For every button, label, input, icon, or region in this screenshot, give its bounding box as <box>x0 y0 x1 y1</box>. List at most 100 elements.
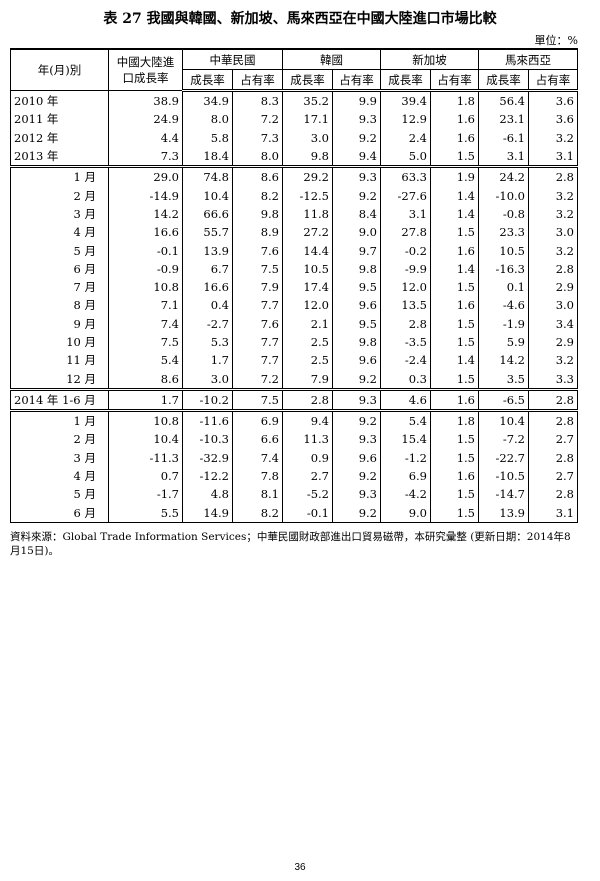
cell: 3.2 <box>528 186 578 205</box>
cell: 1.6 <box>430 241 479 260</box>
cell: 5.4 <box>380 409 431 431</box>
cell: 23.3 <box>478 223 529 242</box>
cell: -1.9 <box>478 314 529 333</box>
group-header: 馬來西亞 <box>478 48 578 70</box>
cell: 12.0 <box>380 277 431 297</box>
cell: 3.1 <box>528 146 578 167</box>
sub-header: 占有率 <box>430 69 479 92</box>
table-row: 4 月 0.7 -12.2 7.8 2.7 9.2 6.9 1.6 -10.5 2.7 <box>10 466 578 486</box>
cell: 1.6 <box>430 387 479 411</box>
row-label: 6 月 <box>10 259 109 278</box>
cell: -9.9 <box>380 259 431 278</box>
cell: 7.7 <box>232 332 283 352</box>
cell: 18.4 <box>182 146 233 167</box>
cell: 66.6 <box>182 204 233 224</box>
cell: 38.9 <box>108 90 183 111</box>
cell: 8.1 <box>232 485 283 504</box>
cell: 7.3 <box>108 146 183 167</box>
table-row: 11 月 5.4 1.7 7.7 2.5 9.6 -2.4 1.4 14.2 3.2 <box>10 351 578 370</box>
cell: 9.2 <box>332 466 381 486</box>
row-label: 2014 年 1-6 月 <box>10 387 109 411</box>
cell: 2.8 <box>528 485 578 504</box>
cell: 2.5 <box>282 351 333 370</box>
cell: 0.4 <box>182 296 233 315</box>
cell: 13.9 <box>478 503 529 523</box>
cell: 5.3 <box>182 332 233 352</box>
cell: 3.2 <box>528 241 578 260</box>
cell: 8.2 <box>232 186 283 205</box>
cell: 7.9 <box>232 277 283 297</box>
sub-header: 成長率 <box>282 69 333 92</box>
cell: 9.5 <box>332 314 381 333</box>
row-label: 2 月 <box>10 430 109 449</box>
cell: 3.6 <box>528 90 578 111</box>
cell: 17.1 <box>282 110 333 129</box>
cell: -11.6 <box>182 409 233 431</box>
row-label: 4 月 <box>10 466 109 486</box>
cell: 14.2 <box>108 204 183 224</box>
cell: 13.9 <box>182 241 233 260</box>
cell: 14.4 <box>282 241 333 260</box>
cell: 8.0 <box>182 110 233 129</box>
header-line: 口成長率 <box>122 71 169 85</box>
cell: 7.5 <box>232 259 283 278</box>
cell: -3.5 <box>380 332 431 352</box>
table-row: 8 月 7.1 0.4 7.7 12.0 9.6 13.5 1.6 -4.6 3.0 <box>10 296 578 315</box>
cell: 9.9 <box>332 90 381 111</box>
cell: 10.8 <box>108 277 183 297</box>
table-row: 2 月 -14.9 10.4 8.2 -12.5 9.2 -27.6 1.4 -10.0 3.2 <box>10 186 578 205</box>
cell: 1.4 <box>430 259 479 278</box>
table-row: 9 月 7.4 -2.7 7.6 2.1 9.5 2.8 1.5 -1.9 3.4 <box>10 314 578 333</box>
cell: -0.1 <box>282 503 333 523</box>
cell: 7.7 <box>232 296 283 315</box>
cell: 24.9 <box>108 110 183 129</box>
table-row: 5 月 -1.7 4.8 8.1 -5.2 9.3 -4.2 1.5 -14.7 2.8 <box>10 485 578 504</box>
cell: 24.2 <box>478 165 529 187</box>
cell: 1.5 <box>430 485 479 504</box>
cell: 7.3 <box>232 128 283 147</box>
cell: 16.6 <box>182 277 233 297</box>
cell: 56.4 <box>478 90 529 111</box>
cell: 6.9 <box>380 466 431 486</box>
table-row: 2013 年 7.3 18.4 8.0 9.8 9.4 5.0 1.5 3.1 3.1 <box>10 146 578 167</box>
cell: 2.8 <box>528 448 578 467</box>
cell: 3.0 <box>528 223 578 242</box>
cell: -11.3 <box>108 448 183 467</box>
cell: -14.9 <box>108 186 183 205</box>
cell: 2.1 <box>282 314 333 333</box>
row-label: 11 月 <box>10 351 109 370</box>
cell: 9.2 <box>332 369 381 390</box>
cell: 2.8 <box>528 259 578 278</box>
table-row: 2 月 10.4 -10.3 6.6 11.3 9.3 15.4 1.5 -7.2 2.7 <box>10 430 578 449</box>
cell: 14.9 <box>182 503 233 523</box>
cell: 3.2 <box>528 204 578 224</box>
cell: 2.9 <box>528 277 578 297</box>
group-header: 韓國 <box>282 48 381 70</box>
cell: 9.2 <box>332 186 381 205</box>
cell: 15.4 <box>380 430 431 449</box>
cell: 9.8 <box>282 146 333 167</box>
cell: 1.5 <box>430 223 479 242</box>
table: 年(月)別 中國大陸進 口成長率 中華民國 韓國 新加坡 馬來西亞 成長率 占有率成… <box>10 48 578 523</box>
row-label: 12 月 <box>10 369 109 390</box>
cell: 9.3 <box>332 485 381 504</box>
cell: 7.5 <box>108 332 183 352</box>
cell: 10.4 <box>108 430 183 449</box>
cell: 3.1 <box>528 503 578 523</box>
cell: 4.6 <box>380 387 431 411</box>
cell: -14.7 <box>478 485 529 504</box>
table-row: 12 月 8.6 3.0 7.2 7.9 9.2 0.3 1.5 3.5 3.3 <box>10 369 578 390</box>
cell: 10.5 <box>282 259 333 278</box>
table-row: 4 月 16.6 55.7 8.9 27.2 9.0 27.8 1.5 23.3 3.0 <box>10 223 578 242</box>
cell: 3.2 <box>528 128 578 147</box>
cell: 7.8 <box>232 466 283 486</box>
cell: 9.6 <box>332 448 381 467</box>
cell: 7.5 <box>232 387 283 411</box>
cell: 16.6 <box>108 223 183 242</box>
cell: 9.8 <box>232 204 283 224</box>
cell: 27.2 <box>282 223 333 242</box>
cell: 9.5 <box>332 277 381 297</box>
cell: 1.8 <box>430 409 479 431</box>
cell: -10.3 <box>182 430 233 449</box>
